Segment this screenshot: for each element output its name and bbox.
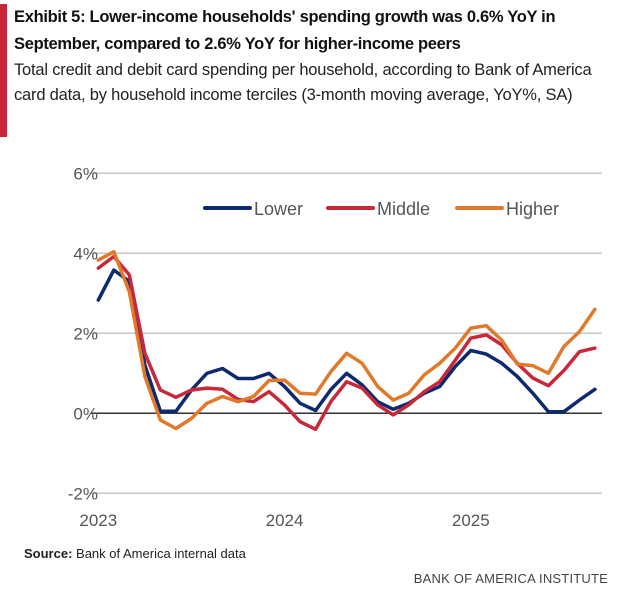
- series-line-lower: [96, 268, 597, 414]
- logo: BANK OF AMERICA INSTITUTE: [413, 571, 608, 586]
- y-tick-label: 2%: [73, 324, 98, 343]
- y-tick-label: 0%: [73, 404, 98, 423]
- legend-label-higher: Higher: [506, 199, 559, 219]
- x-tick-label: 2024: [266, 511, 304, 530]
- legend-label-lower: Lower: [254, 199, 303, 219]
- source-label: Source:: [24, 546, 73, 561]
- y-tick-label: -2%: [68, 484, 98, 503]
- source-note: Source: Bank of America internal data: [24, 546, 246, 561]
- y-tick-label: 4%: [73, 244, 98, 263]
- series-line-higher: [96, 249, 597, 431]
- x-tick-label: 2025: [452, 511, 490, 530]
- series-line-middle: [96, 254, 597, 432]
- chart-title: Exhibit 5: Lower-income households' spen…: [14, 8, 556, 53]
- chart-subtitle: Total credit and debit card spending per…: [14, 61, 592, 104]
- x-tick-label: 2023: [79, 511, 117, 530]
- y-tick-label: 6%: [73, 164, 98, 183]
- legend-label-middle: Middle: [377, 199, 430, 219]
- source-text: Bank of America internal data: [76, 546, 246, 561]
- accent-bar: [0, 4, 7, 137]
